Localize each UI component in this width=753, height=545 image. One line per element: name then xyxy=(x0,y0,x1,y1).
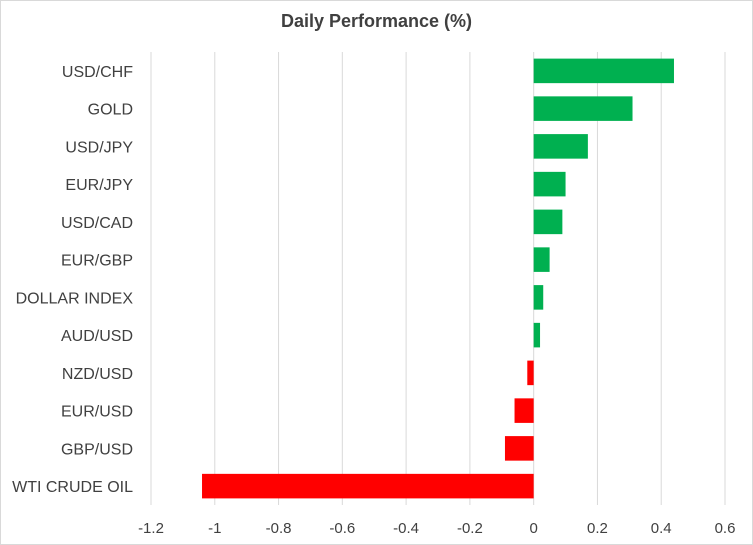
bar-gbp-usd xyxy=(504,436,534,461)
category-label: NZD/USD xyxy=(62,366,133,383)
category-label: EUR/JPY xyxy=(65,177,133,194)
category-label: GBP/USD xyxy=(61,441,133,458)
bar-eur-jpy xyxy=(533,171,566,197)
x-tick-label: -0.6 xyxy=(329,520,355,537)
bar-eur-usd xyxy=(514,398,534,423)
bar-eur-gbp xyxy=(533,247,550,272)
category-label: USD/CHF xyxy=(62,64,133,81)
x-tick-label: 0.2 xyxy=(587,520,608,537)
bar-usd-jpy xyxy=(533,134,588,159)
x-tick-label: 0 xyxy=(529,520,537,537)
x-tick-label: -0.2 xyxy=(457,520,483,537)
bar-usd-chf xyxy=(533,58,674,84)
bar-wti-crude-oil xyxy=(202,473,534,499)
category-label: AUD/USD xyxy=(61,328,133,345)
bar-aud-usd xyxy=(533,322,541,348)
category-label: USD/JPY xyxy=(65,139,133,156)
x-tick-label: -1 xyxy=(208,520,221,537)
category-label: GOLD xyxy=(88,102,133,119)
x-tick-label: 0.6 xyxy=(715,520,736,537)
category-label: WTI CRUDE OIL xyxy=(12,479,133,496)
bar-gold xyxy=(533,96,633,121)
category-label: USD/CAD xyxy=(61,215,133,232)
category-label: DOLLAR INDEX xyxy=(16,290,134,307)
category-label: EUR/USD xyxy=(61,404,133,421)
chart-title: Daily Performance (%) xyxy=(280,11,473,31)
bar-usd-cad xyxy=(533,209,563,235)
x-tick-label: -0.8 xyxy=(266,520,292,537)
x-tick-label: 0.4 xyxy=(651,520,672,537)
bar-dollar-index xyxy=(533,285,544,310)
category-label: EUR/GBP xyxy=(61,253,133,270)
x-tick-label: -1.2 xyxy=(138,520,164,537)
x-tick-label: -0.4 xyxy=(393,520,419,537)
bar-nzd-usd xyxy=(527,360,534,386)
